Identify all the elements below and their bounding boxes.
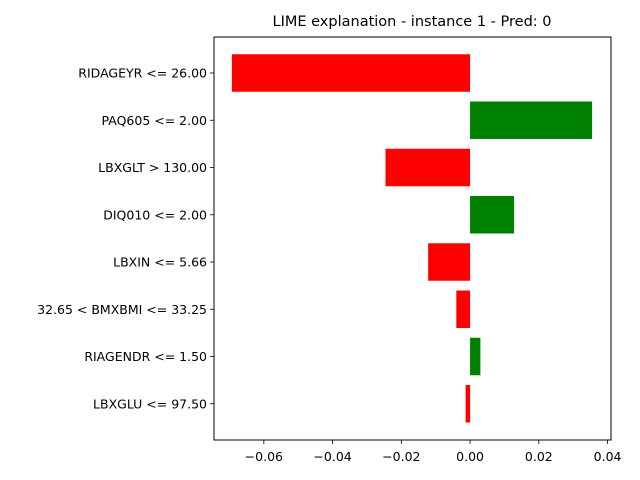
category-label: LBXIN <= 5.66 xyxy=(113,255,207,270)
bar-5 xyxy=(428,243,471,281)
category-labels: RIDAGEYR <= 26.00 PAQ605 <= 2.00 LBXGLT > … xyxy=(37,66,214,411)
category-label: LBXGLT > 130.00 xyxy=(98,160,207,175)
bar-1 xyxy=(231,54,471,92)
chart-title: LIME explanation - instance 1 - Pred: 0 xyxy=(273,14,552,30)
category-label: LBXGLU <= 97.50 xyxy=(93,396,207,411)
bar-7 xyxy=(470,337,481,376)
bar-8 xyxy=(465,385,471,423)
bar-2 xyxy=(470,101,593,139)
category-label: RIAGENDR <= 1.50 xyxy=(84,349,207,364)
x-tick-label: 0.02 xyxy=(525,449,553,464)
bar-3 xyxy=(385,148,471,187)
x-tick-label: 0.00 xyxy=(456,449,484,464)
bar-4 xyxy=(470,196,515,234)
x-tick-label: 0.04 xyxy=(594,449,622,464)
x-tick-label: −0.02 xyxy=(382,449,420,464)
category-label: RIDAGEYR <= 26.00 xyxy=(78,66,207,81)
bars-group xyxy=(231,54,593,423)
x-axis-ticks: −0.06 −0.04 −0.02 0.00 0.02 0.04 xyxy=(245,440,622,464)
plot-frame xyxy=(213,36,612,441)
x-tick-label: −0.04 xyxy=(313,449,351,464)
category-label: 32.65 < BMXBMI <= 33.25 xyxy=(37,302,207,317)
x-tick-label: −0.06 xyxy=(245,449,283,464)
category-label: PAQ605 <= 2.00 xyxy=(102,113,208,128)
category-label: DIQ010 <= 2.00 xyxy=(103,207,207,222)
bar-6 xyxy=(456,290,471,328)
